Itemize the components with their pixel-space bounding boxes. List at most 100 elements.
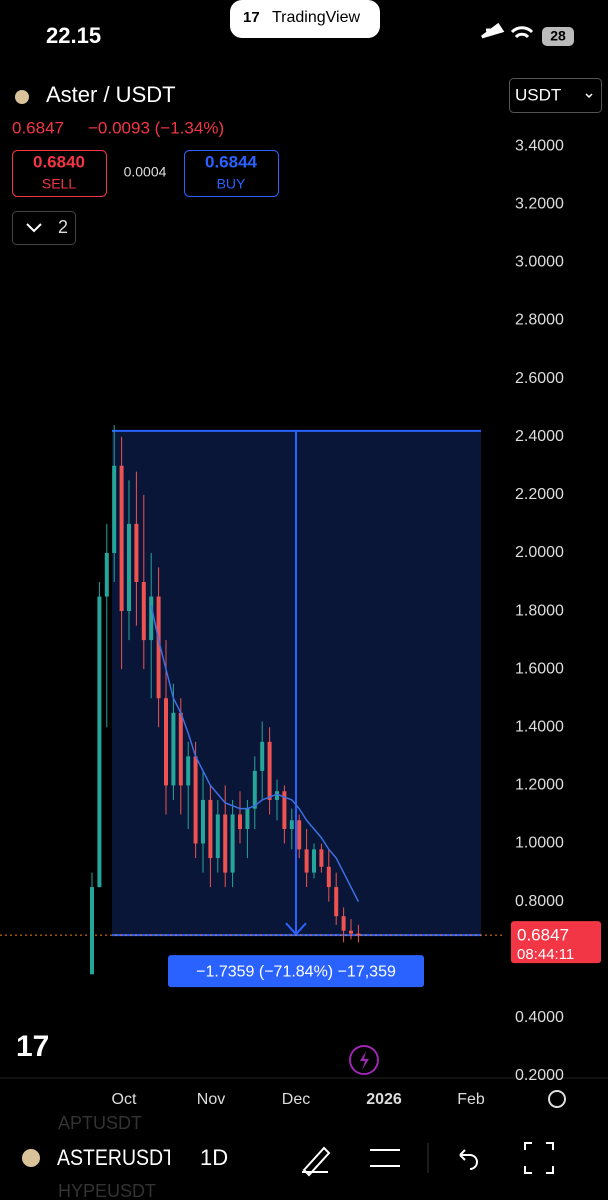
candle-body (260, 741, 265, 771)
fullscreen-tool[interactable] (524, 1142, 554, 1174)
symbol-icon (15, 90, 29, 104)
symbol-title: Aster / USDT (46, 82, 176, 107)
select-arrow (585, 93, 593, 99)
undo-tool[interactable] (459, 1149, 478, 1170)
candle-body (141, 582, 146, 641)
candle-body (104, 552, 109, 597)
candle-body (127, 523, 131, 612)
symbol-fade (170, 1136, 180, 1182)
currency-select[interactable] (509, 78, 602, 113)
spread: 0.0004 (124, 164, 167, 180)
candle-body (312, 849, 316, 873)
x-tick-label: Nov (197, 1091, 225, 1108)
list-above: APTUSDT (58, 1113, 142, 1133)
candle-body (149, 596, 154, 641)
x-tick-label: Dec (282, 1091, 310, 1108)
indicators-tool[interactable] (370, 1149, 400, 1167)
airplane-icon (481, 22, 505, 39)
candle-body (193, 756, 198, 844)
status-time: 22.15 (46, 23, 101, 48)
wifi-icon (510, 26, 534, 39)
candle-body (156, 596, 161, 699)
y-tick-label: 2.2000 (515, 486, 564, 503)
candle-body (223, 814, 228, 873)
candle-body (356, 933, 361, 936)
tv-watermark: 17 (16, 1030, 49, 1063)
draw-tool[interactable] (302, 1146, 331, 1177)
y-tick-label: 1.4000 (515, 719, 564, 736)
moving-average (150, 605, 360, 902)
x-tick-label: Oct (112, 1091, 137, 1108)
candle-body (230, 814, 235, 873)
y-tick-label: 1.2000 (515, 777, 564, 794)
app-logo: 17 (243, 9, 260, 26)
indicators-count: 2 (58, 217, 68, 237)
candle-body (275, 791, 279, 800)
y-tick-label: 3.4000 (515, 137, 564, 154)
measure-arrowhead (285, 922, 307, 936)
y-tick-label: 0.2000 (515, 1067, 564, 1084)
y-tick-label: 2.0000 (515, 544, 564, 561)
sell-price: 0.6840 (33, 152, 85, 171)
candle-body (245, 808, 250, 829)
battery (542, 27, 574, 46)
app-name: TradingView (272, 9, 360, 26)
candle-body (201, 799, 205, 844)
measure-label-box (168, 955, 424, 988)
candle-body (164, 698, 168, 786)
y-tick-label: 3.2000 (515, 195, 564, 212)
x-tick-label: 2026 (366, 1091, 402, 1108)
candle-body (134, 523, 139, 582)
candle-body (319, 849, 324, 867)
candle-body (178, 712, 183, 786)
y-tick-label: 1.0000 (515, 835, 564, 852)
battery-level: 28 (550, 28, 566, 44)
price-change: −0.0093 (−1.34%) (88, 118, 224, 137)
buy-button[interactable] (184, 150, 279, 197)
candle-body (90, 887, 94, 975)
toolbar-interval[interactable]: 1D (200, 1145, 228, 1170)
toolbar (0, 1134, 608, 1182)
price-tag-countdown: 08:44:11 (517, 946, 574, 963)
last-price: 0.6847 (12, 118, 64, 137)
y-tick-label: 2.4000 (515, 428, 564, 445)
candle-body (171, 712, 176, 786)
currency: USDT (515, 85, 561, 104)
toolbar-symbol[interactable]: ASTERUSDT (57, 1145, 175, 1170)
list-below: HYPEUSDT (58, 1181, 156, 1200)
candle-body (349, 930, 353, 934)
app-badge (230, 0, 380, 38)
candle-body (334, 887, 339, 917)
y-tick-label: 1.6000 (515, 660, 564, 677)
y-tick-label: 2.8000 (515, 312, 564, 329)
y-tick-label: 0.4000 (515, 1009, 564, 1026)
y-tick-label: 1.8000 (515, 602, 564, 619)
candle-body (289, 820, 294, 829)
toolbar-symbol-icon (22, 1149, 40, 1167)
buy-price: 0.6844 (205, 152, 258, 171)
candle-body (97, 596, 102, 888)
lightning-icon (360, 1051, 369, 1070)
buy-label: BUY (217, 176, 246, 192)
lightning-button[interactable] (349, 1045, 379, 1075)
candle-body (208, 799, 213, 859)
candle-body (297, 820, 302, 850)
y-tick-label: 2.6000 (515, 370, 564, 387)
sell-button[interactable] (12, 150, 107, 197)
sell-label: SELL (42, 176, 76, 192)
settings-icon[interactable] (548, 1090, 566, 1108)
candle-body (282, 791, 287, 829)
candle-body (119, 465, 124, 612)
candle-body (267, 741, 272, 800)
candle-body (304, 849, 309, 873)
candle-body (341, 916, 346, 931)
chevron (26, 223, 42, 233)
candle-body (326, 866, 331, 888)
indicators-toggle[interactable] (12, 211, 76, 245)
y-tick-label: 3.0000 (515, 254, 564, 271)
price-tag-value: 0.6847 (517, 926, 569, 945)
candle-body (112, 465, 117, 553)
candle-body (186, 756, 191, 786)
